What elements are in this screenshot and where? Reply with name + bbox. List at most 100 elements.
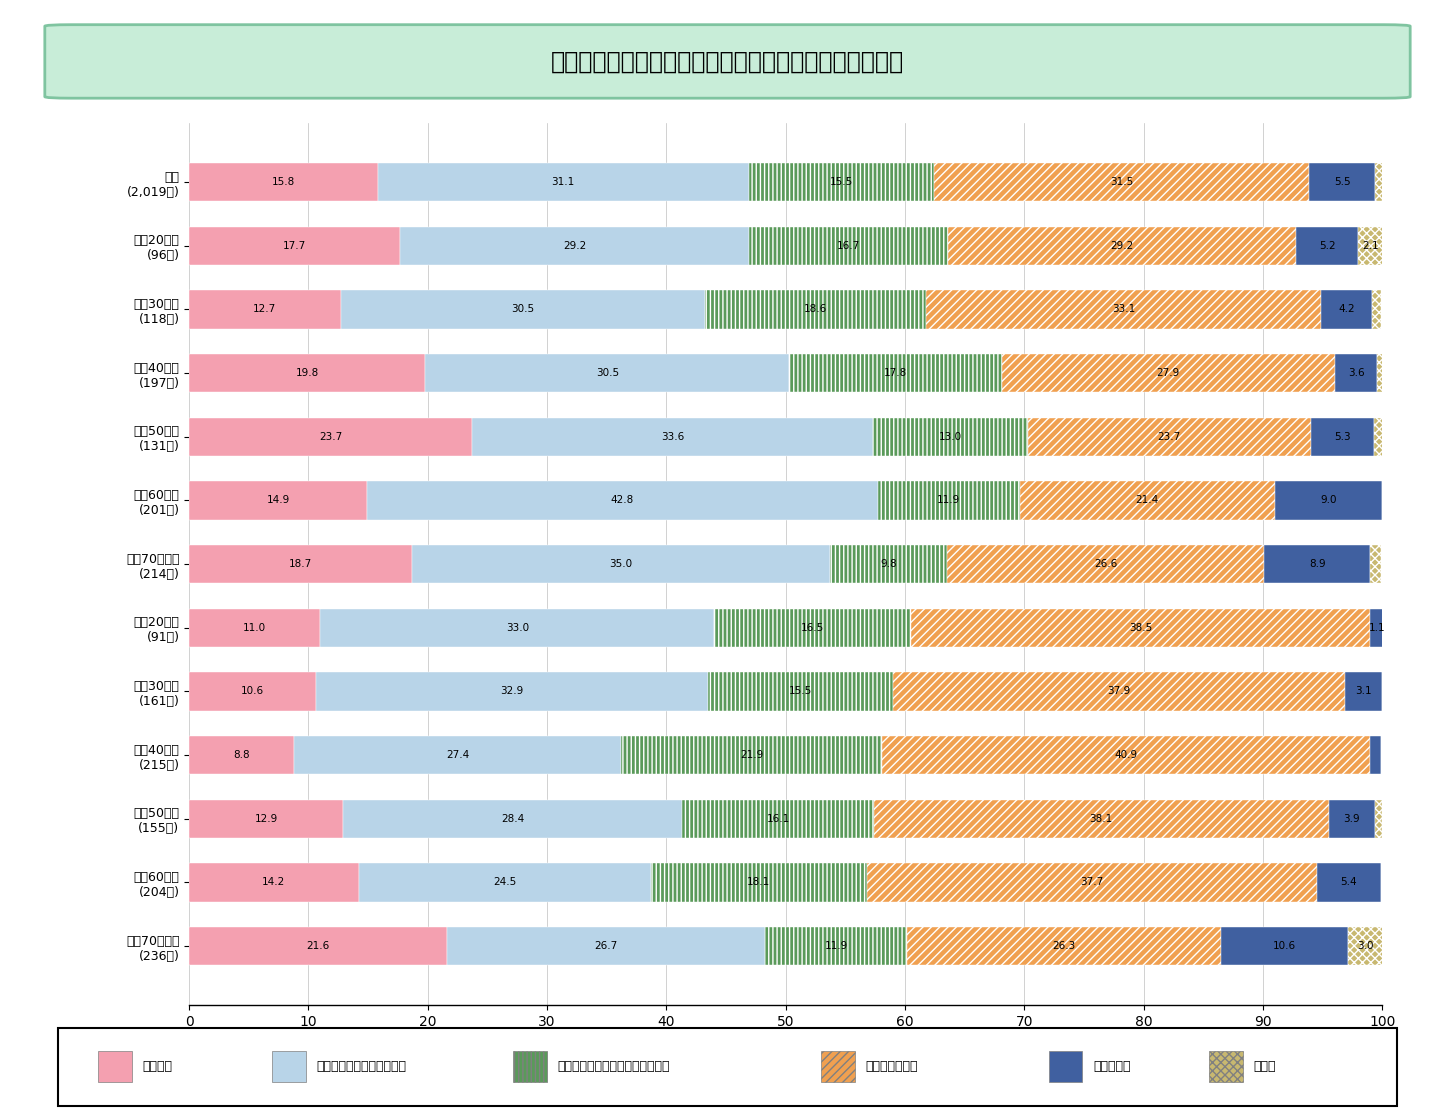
Text: 9.0: 9.0 bbox=[1320, 496, 1337, 505]
Text: 27.9: 27.9 bbox=[1157, 369, 1180, 378]
Bar bbox=[1001, 354, 1334, 392]
Bar bbox=[1020, 481, 1275, 519]
Bar bbox=[709, 672, 893, 710]
Text: そうは思わない: そうは思わない bbox=[866, 1060, 918, 1073]
Bar bbox=[714, 609, 911, 647]
Text: 40.9: 40.9 bbox=[1115, 751, 1138, 760]
Bar bbox=[867, 863, 1317, 901]
Bar bbox=[471, 418, 873, 456]
Bar bbox=[949, 227, 1296, 265]
Text: 38.5: 38.5 bbox=[1129, 623, 1152, 632]
Text: どちらかというとそうは思わない: どちらかというとそうは思わない bbox=[557, 1060, 669, 1073]
Text: 11.9: 11.9 bbox=[937, 496, 960, 505]
Text: 8.9: 8.9 bbox=[1310, 560, 1326, 569]
Text: 無回答: 無回答 bbox=[1254, 1060, 1276, 1073]
Text: 30.5: 30.5 bbox=[511, 305, 534, 314]
FancyBboxPatch shape bbox=[821, 1051, 854, 1082]
FancyBboxPatch shape bbox=[1209, 1051, 1243, 1082]
Text: 38.1: 38.1 bbox=[1090, 814, 1113, 823]
Text: 5.4: 5.4 bbox=[1340, 878, 1358, 887]
Bar bbox=[1378, 354, 1384, 392]
Bar bbox=[682, 800, 874, 838]
Bar bbox=[927, 290, 1321, 328]
Bar bbox=[1275, 481, 1382, 519]
Text: 10.6: 10.6 bbox=[1273, 942, 1296, 951]
Bar bbox=[1371, 736, 1381, 774]
Bar bbox=[343, 800, 682, 838]
Text: 42.8: 42.8 bbox=[611, 496, 634, 505]
Bar bbox=[400, 227, 749, 265]
Text: 14.9: 14.9 bbox=[266, 496, 290, 505]
FancyBboxPatch shape bbox=[99, 1051, 132, 1082]
Bar bbox=[378, 163, 749, 201]
Text: 5.2: 5.2 bbox=[1320, 241, 1336, 250]
Bar bbox=[911, 609, 1371, 647]
Bar bbox=[877, 481, 1020, 519]
Text: 8.8: 8.8 bbox=[233, 751, 250, 760]
FancyBboxPatch shape bbox=[1049, 1051, 1083, 1082]
Bar bbox=[189, 290, 340, 328]
Text: 37.7: 37.7 bbox=[1080, 878, 1103, 887]
Bar bbox=[1371, 545, 1381, 583]
Text: 16.1: 16.1 bbox=[767, 814, 790, 823]
Text: 第２－２－５図　相談や助けを求めることへのためらい: 第２－２－５図 相談や助けを求めることへのためらい bbox=[551, 49, 904, 74]
Bar bbox=[425, 354, 789, 392]
Bar bbox=[189, 545, 412, 583]
Text: 15.5: 15.5 bbox=[789, 687, 812, 696]
Bar bbox=[320, 609, 714, 647]
Bar bbox=[189, 354, 425, 392]
Bar bbox=[947, 545, 1264, 583]
Bar bbox=[829, 545, 947, 583]
Bar bbox=[1359, 227, 1384, 265]
Text: 28.4: 28.4 bbox=[501, 814, 524, 823]
Text: 30.5: 30.5 bbox=[595, 369, 618, 378]
Bar bbox=[189, 163, 378, 201]
Text: 13.0: 13.0 bbox=[938, 432, 962, 441]
Bar bbox=[908, 927, 1221, 965]
Text: 3.0: 3.0 bbox=[1358, 942, 1374, 951]
Bar bbox=[340, 290, 704, 328]
FancyBboxPatch shape bbox=[272, 1051, 306, 1082]
Bar bbox=[189, 672, 316, 710]
Bar bbox=[1296, 227, 1359, 265]
Text: どちらかというとそう思う: どちらかというとそう思う bbox=[317, 1060, 406, 1073]
Text: 5.3: 5.3 bbox=[1334, 432, 1350, 441]
FancyBboxPatch shape bbox=[58, 1028, 1397, 1106]
Text: わからない: わからない bbox=[1093, 1060, 1131, 1073]
Bar bbox=[749, 227, 949, 265]
Bar bbox=[189, 609, 320, 647]
Text: 24.5: 24.5 bbox=[493, 878, 517, 887]
Text: 33.6: 33.6 bbox=[661, 432, 684, 441]
Bar bbox=[650, 863, 867, 901]
Text: 29.2: 29.2 bbox=[563, 241, 586, 250]
Bar bbox=[1317, 863, 1381, 901]
Text: 12.7: 12.7 bbox=[253, 305, 276, 314]
Text: 17.8: 17.8 bbox=[883, 369, 906, 378]
Text: 23.7: 23.7 bbox=[1158, 432, 1181, 441]
Bar bbox=[189, 481, 367, 519]
Text: 3.1: 3.1 bbox=[1356, 687, 1372, 696]
Text: 19.8: 19.8 bbox=[295, 369, 319, 378]
Bar bbox=[1221, 927, 1347, 965]
Bar bbox=[189, 227, 400, 265]
Bar bbox=[189, 927, 447, 965]
Text: 14.2: 14.2 bbox=[262, 878, 285, 887]
Bar bbox=[1027, 418, 1311, 456]
Bar bbox=[749, 163, 934, 201]
Bar bbox=[1347, 927, 1384, 965]
Bar bbox=[1311, 418, 1374, 456]
Text: 31.5: 31.5 bbox=[1110, 178, 1133, 187]
Text: 3.6: 3.6 bbox=[1347, 369, 1365, 378]
Text: 16.5: 16.5 bbox=[800, 623, 824, 632]
Text: 15.5: 15.5 bbox=[829, 178, 853, 187]
Text: 32.9: 32.9 bbox=[501, 687, 524, 696]
Bar bbox=[1334, 354, 1378, 392]
Bar bbox=[189, 863, 358, 901]
Bar bbox=[1375, 163, 1384, 201]
Bar bbox=[1321, 290, 1372, 328]
Bar bbox=[874, 800, 1328, 838]
Text: 33.1: 33.1 bbox=[1112, 305, 1135, 314]
Text: 12.9: 12.9 bbox=[255, 814, 278, 823]
Text: 26.3: 26.3 bbox=[1052, 942, 1075, 951]
Bar bbox=[1374, 418, 1384, 456]
